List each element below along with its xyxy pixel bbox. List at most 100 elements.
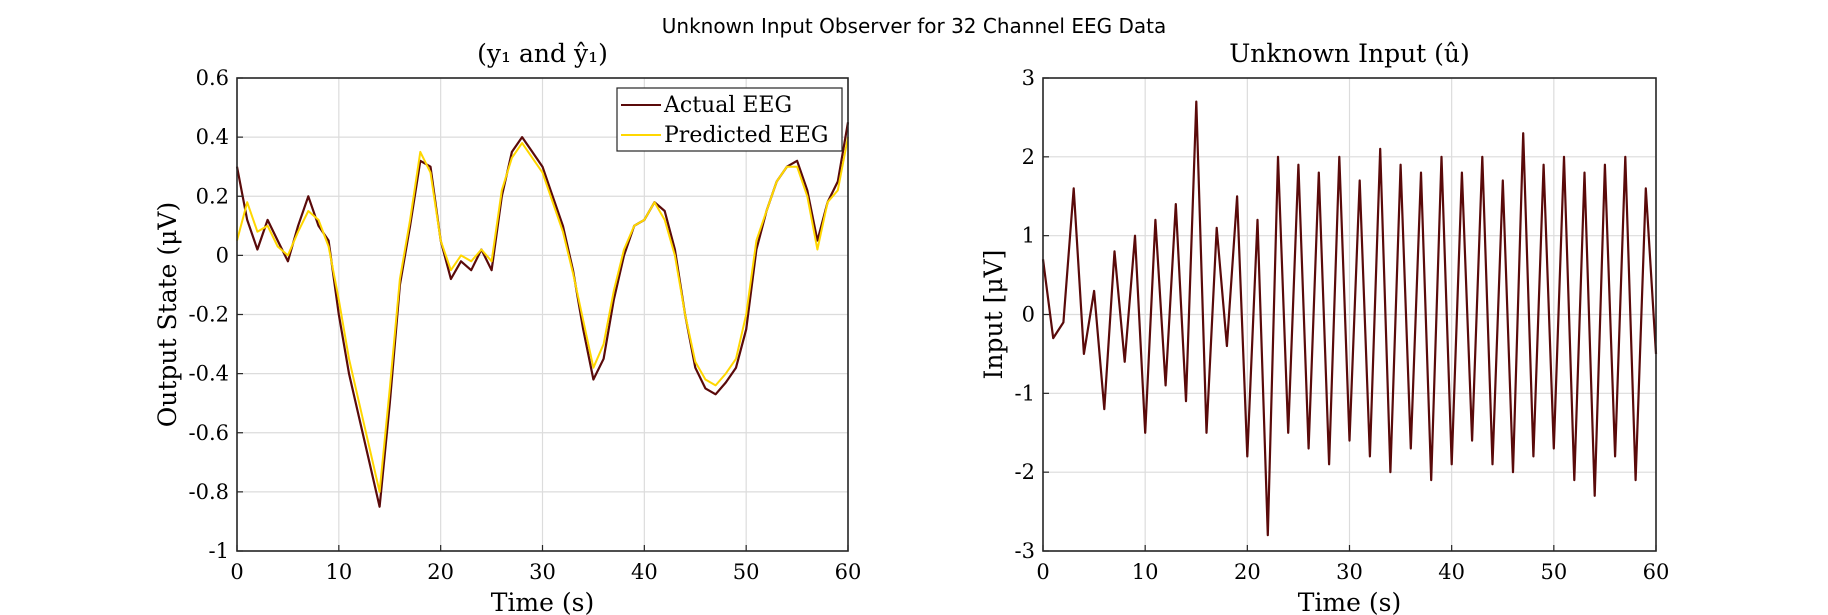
data-point [348, 373, 350, 375]
data-point [246, 219, 248, 221]
data-point [796, 160, 798, 162]
data-point [725, 373, 727, 375]
data-point [1410, 447, 1412, 450]
x-tick-label: 30 [529, 560, 556, 584]
data-point [694, 361, 696, 363]
y-tick-label: -1 [1015, 381, 1035, 405]
data-point [440, 239, 442, 242]
data-point [521, 136, 523, 138]
data-point [460, 260, 462, 262]
data-point [1583, 172, 1586, 174]
data-point [541, 172, 544, 174]
data-point [1154, 219, 1156, 221]
data-point [297, 225, 299, 227]
data-point [735, 358, 737, 360]
data-point [603, 343, 605, 345]
data-point [328, 239, 330, 242]
data-point [1512, 471, 1514, 473]
data-point [501, 189, 503, 191]
data-point [1144, 432, 1146, 434]
data-point [776, 180, 778, 183]
y-tick-label: 0.2 [196, 184, 229, 208]
data-point [429, 166, 432, 168]
data-point [1185, 400, 1187, 402]
data-point [358, 417, 360, 419]
data-point [1532, 455, 1534, 457]
data-point [1614, 455, 1616, 457]
data-point [490, 260, 493, 262]
data-point [613, 290, 615, 292]
data-point [450, 269, 452, 271]
data-point [1083, 353, 1085, 355]
x-tick-label: 40 [1438, 560, 1465, 584]
series-group [235, 121, 850, 508]
data-point [562, 231, 564, 233]
data-point [592, 378, 595, 381]
axes-title: Unknown Input (û) [1229, 39, 1470, 68]
data-point [613, 299, 615, 301]
data-point [1297, 164, 1300, 166]
x-tick-label: 0 [230, 560, 243, 584]
data-point [1348, 440, 1351, 442]
data-point [623, 248, 625, 251]
data-point [1216, 227, 1218, 229]
series-group [1041, 100, 1658, 537]
data-point [643, 219, 645, 221]
data-point [1563, 156, 1565, 158]
data-point [399, 278, 401, 280]
data-point [317, 225, 320, 227]
data-point [552, 201, 554, 203]
y-tick-label: 0 [1022, 303, 1035, 327]
data-point [1134, 235, 1136, 237]
data-point [1420, 172, 1422, 174]
data-point [715, 393, 717, 395]
data-point [735, 367, 737, 369]
data-point [266, 219, 269, 221]
legend-label: Predicted EEG [664, 123, 828, 148]
data-point [623, 254, 625, 256]
data-point [1052, 337, 1054, 339]
data-point [470, 260, 472, 262]
y-tick-label: -0.4 [189, 362, 230, 386]
data-point [1165, 384, 1167, 387]
y-tick-label: -2 [1015, 460, 1035, 484]
axes-title: (y₁ and ŷ₁) [477, 39, 608, 68]
data-point [266, 225, 269, 227]
data-point [1267, 534, 1269, 536]
data-point [490, 269, 493, 271]
data-point [582, 328, 584, 330]
data-point [256, 248, 258, 251]
data-point [307, 195, 309, 197]
data-point [684, 313, 686, 316]
data-point [603, 358, 605, 360]
data-point [429, 172, 432, 174]
data-point [765, 210, 768, 212]
y-axis-label: Input [μV] [979, 250, 1008, 380]
data-point [745, 328, 747, 330]
y-tick-label: 2 [1022, 145, 1035, 169]
x-tick-label: 50 [1540, 560, 1567, 584]
y-tick-label: -0.6 [189, 421, 230, 445]
data-point [287, 260, 289, 262]
data-point [582, 319, 584, 322]
x-tick-label: 50 [733, 560, 760, 584]
data-point [1287, 432, 1289, 434]
data-point [531, 157, 533, 159]
data-point [1451, 463, 1453, 465]
data-point [531, 151, 533, 153]
legend-label: Actual EEG [663, 93, 792, 118]
x-tick-label: 40 [631, 560, 658, 584]
data-point [1246, 455, 1248, 457]
data-point [1113, 250, 1116, 253]
data-point [297, 231, 299, 233]
data-point [541, 166, 544, 168]
figure-title: Unknown Input Observer for 32 Channel EE… [662, 14, 1166, 38]
data-point [827, 201, 829, 203]
y-tick-label: -0.2 [189, 303, 230, 327]
data-point [419, 151, 421, 153]
y-tick-label: 0.6 [196, 66, 229, 90]
data-point [806, 195, 808, 197]
data-point [450, 278, 452, 280]
data-point [1093, 290, 1095, 292]
data-point [1604, 164, 1606, 166]
